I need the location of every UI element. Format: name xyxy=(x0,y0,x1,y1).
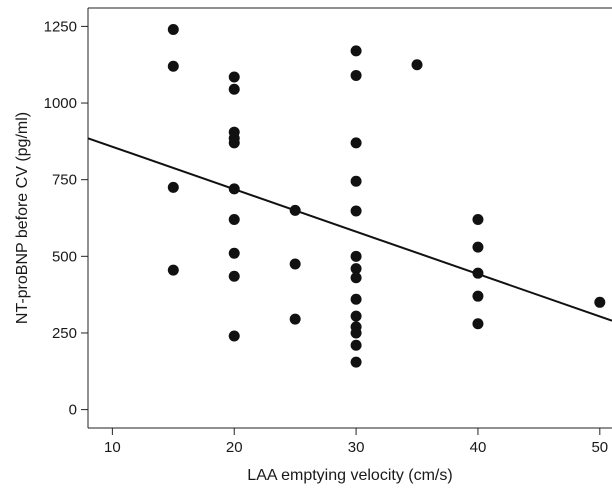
data-point xyxy=(472,214,484,226)
data-point xyxy=(350,339,362,351)
data-point xyxy=(350,327,362,339)
data-point xyxy=(228,137,240,149)
plot-area-background xyxy=(88,8,612,428)
x-tick-label: 20 xyxy=(226,439,243,456)
data-point xyxy=(167,264,179,276)
data-point xyxy=(228,83,240,95)
data-point xyxy=(167,181,179,193)
data-point xyxy=(167,60,179,72)
data-point xyxy=(350,310,362,322)
data-point xyxy=(594,296,606,308)
y-tick-label: 1000 xyxy=(44,95,77,112)
y-tick-label: 750 xyxy=(52,172,77,189)
data-point xyxy=(289,204,301,216)
data-point xyxy=(350,272,362,284)
x-axis-title: LAA emptying velocity (cm/s) xyxy=(247,467,452,484)
data-point xyxy=(228,214,240,226)
data-point xyxy=(350,69,362,81)
data-point xyxy=(350,263,362,275)
data-point xyxy=(411,59,423,71)
data-point xyxy=(472,267,484,279)
data-point xyxy=(350,205,362,217)
y-tick-label: 250 xyxy=(52,325,77,342)
data-point xyxy=(472,290,484,302)
axes xyxy=(81,7,612,435)
data-point xyxy=(228,270,240,282)
data-point xyxy=(350,293,362,305)
y-tick-label: 1250 xyxy=(44,18,77,35)
x-tick-label: 40 xyxy=(470,439,487,456)
data-point xyxy=(350,45,362,57)
data-point xyxy=(289,258,301,270)
data-point xyxy=(228,330,240,342)
regression-line xyxy=(87,137,612,322)
data-point xyxy=(289,313,301,325)
x-tick-label: 10 xyxy=(104,439,121,456)
y-tick-label: 0 xyxy=(69,402,77,419)
data-point xyxy=(228,183,240,195)
y-tick-label: 500 xyxy=(52,248,77,265)
data-points xyxy=(167,23,606,368)
x-tick-label: 30 xyxy=(348,439,365,456)
data-point xyxy=(350,175,362,187)
data-point xyxy=(350,356,362,368)
data-point xyxy=(350,250,362,262)
data-point xyxy=(228,247,240,259)
data-point xyxy=(472,318,484,330)
y-axis-title: NT-proBNP before CV (pg/ml) xyxy=(14,112,31,324)
data-point xyxy=(228,71,240,83)
data-point xyxy=(472,241,484,253)
regression-line-group xyxy=(87,137,612,322)
x-tick-label: 50 xyxy=(591,439,608,456)
data-point xyxy=(167,23,179,35)
data-point xyxy=(350,137,362,149)
